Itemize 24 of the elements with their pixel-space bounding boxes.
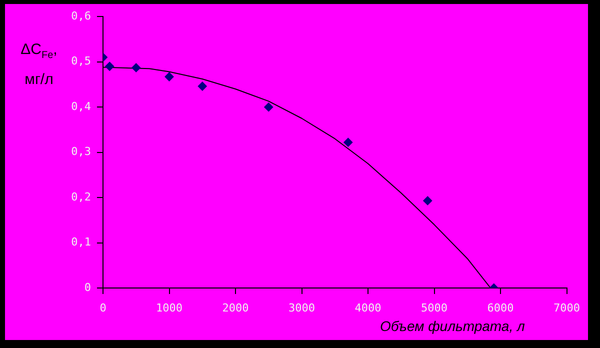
x-tick-label: 4000 <box>354 301 382 314</box>
y-tick-label: 0 <box>84 280 91 294</box>
y-tick-label: 0,2 <box>71 190 91 204</box>
y-tick-label: 0,5 <box>71 54 91 68</box>
y-tick-label: 0,4 <box>71 100 92 113</box>
point <box>264 102 274 112</box>
x-tick-label: 0 <box>100 301 106 314</box>
x-tick-label: 6000 <box>487 301 514 314</box>
x-tick-label: 5000 <box>421 301 448 314</box>
point <box>132 63 141 72</box>
point <box>344 138 353 147</box>
point <box>164 72 174 82</box>
y-tick-label: 0,3 <box>71 145 91 158</box>
y-tick-label: 0,6 <box>71 9 91 22</box>
x-tick-label: 3000 <box>288 301 315 314</box>
point <box>105 62 114 71</box>
x-tick-label: 1000 <box>156 301 182 314</box>
point <box>198 82 207 91</box>
point <box>423 196 432 206</box>
x-tick-label: 7000 <box>554 301 580 314</box>
y-axis-title: ΔC$_{Fe}$, мг/л <box>20 40 58 90</box>
x-axis-title: Объем фильтрата, л <box>380 318 525 334</box>
x-tick-label: 2000 <box>222 301 249 314</box>
y-tick-label: 0,1 <box>71 236 91 249</box>
